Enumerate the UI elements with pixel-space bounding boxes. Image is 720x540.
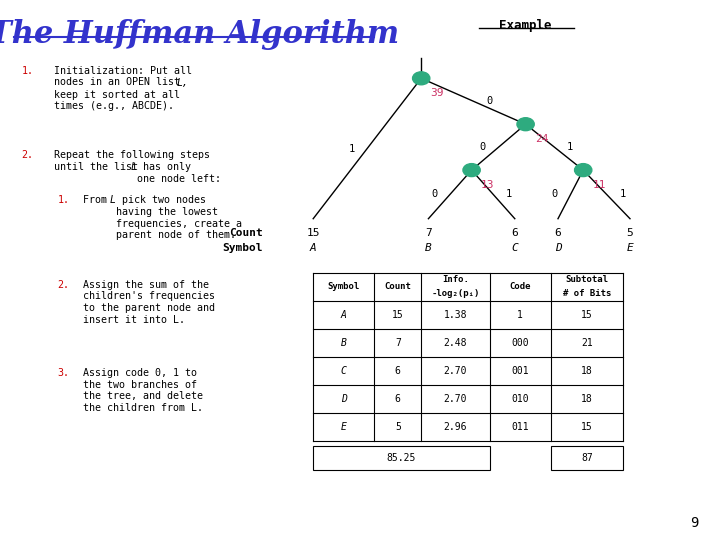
Text: Example: Example — [500, 19, 552, 32]
Text: 13: 13 — [481, 180, 495, 190]
Text: 2.70: 2.70 — [444, 366, 467, 376]
Text: 9: 9 — [690, 516, 698, 530]
Text: C: C — [511, 244, 518, 253]
Text: 1: 1 — [506, 190, 512, 199]
Text: 5: 5 — [395, 422, 401, 432]
Text: 1: 1 — [619, 190, 626, 199]
Text: 1.: 1. — [58, 195, 70, 206]
Text: 0: 0 — [480, 142, 486, 152]
Text: 6: 6 — [395, 366, 401, 376]
Text: From: From — [83, 195, 113, 206]
Text: 1: 1 — [348, 144, 354, 153]
Text: Assign code 0, 1 to
the two branches of
the tree, and delete
the children from L: Assign code 0, 1 to the two branches of … — [83, 368, 203, 413]
Text: 011: 011 — [511, 422, 529, 432]
Circle shape — [413, 72, 430, 85]
Text: D: D — [341, 394, 347, 404]
Text: 85.25: 85.25 — [387, 453, 416, 463]
Text: 11: 11 — [593, 180, 606, 190]
Text: 15: 15 — [307, 228, 320, 238]
Text: 15: 15 — [392, 310, 404, 320]
Text: E: E — [341, 422, 347, 432]
Text: L: L — [130, 162, 136, 172]
Text: 3.: 3. — [58, 368, 70, 379]
Text: L: L — [109, 195, 115, 206]
Text: keep it sorted at all
times (e.g., ABCDE).: keep it sorted at all times (e.g., ABCDE… — [54, 90, 180, 111]
Text: 2.96: 2.96 — [444, 422, 467, 432]
Text: 39: 39 — [431, 88, 444, 98]
Text: E: E — [626, 244, 634, 253]
Text: 24: 24 — [535, 134, 549, 144]
Text: Info.: Info. — [442, 275, 469, 284]
Text: 1: 1 — [517, 310, 523, 320]
Circle shape — [463, 164, 480, 177]
Text: B: B — [425, 244, 432, 253]
Text: 2.: 2. — [22, 150, 34, 160]
Text: Repeat the following steps
until the list: Repeat the following steps until the lis… — [54, 150, 210, 172]
Text: -log₂(pᵢ): -log₂(pᵢ) — [431, 289, 480, 298]
Text: 001: 001 — [511, 366, 529, 376]
Text: A: A — [310, 244, 317, 253]
Text: 18: 18 — [581, 366, 593, 376]
Text: 5: 5 — [626, 228, 634, 238]
Text: has only
one node left:: has only one node left: — [137, 162, 221, 184]
Text: Symbol: Symbol — [222, 244, 263, 253]
Text: 6: 6 — [554, 228, 562, 238]
Text: 000: 000 — [511, 338, 529, 348]
Text: A: A — [341, 310, 347, 320]
Text: Initialization: Put all
nodes in an OPEN list: Initialization: Put all nodes in an OPEN… — [54, 66, 192, 87]
Text: Assign the sum of the
children's frequencies
to the parent node and
insert it in: Assign the sum of the children's frequen… — [83, 280, 215, 325]
Text: The Huffman Algorithm: The Huffman Algorithm — [0, 19, 400, 50]
Text: 010: 010 — [511, 394, 529, 404]
Text: 2.70: 2.70 — [444, 394, 467, 404]
Text: 0: 0 — [552, 190, 558, 199]
Text: 87: 87 — [581, 453, 593, 463]
Text: 6: 6 — [511, 228, 518, 238]
Text: Code: Code — [510, 282, 531, 291]
Text: Count: Count — [229, 228, 263, 238]
Text: Count: Count — [384, 282, 411, 291]
Text: # of Bits: # of Bits — [562, 289, 611, 298]
Text: 1.38: 1.38 — [444, 310, 467, 320]
Text: 15: 15 — [581, 422, 593, 432]
Text: 15: 15 — [581, 310, 593, 320]
Text: L,: L, — [176, 78, 189, 88]
Text: 6: 6 — [395, 394, 401, 404]
Text: 1.: 1. — [22, 66, 34, 76]
Text: C: C — [341, 366, 347, 376]
Bar — [551, 446, 623, 470]
Text: 7: 7 — [425, 228, 432, 238]
Circle shape — [575, 164, 592, 177]
Text: pick two nodes
having the lowest
frequencies, create a
parent node of them.: pick two nodes having the lowest frequen… — [116, 195, 242, 240]
Text: D: D — [554, 244, 562, 253]
Bar — [313, 446, 490, 470]
Text: Symbol: Symbol — [328, 282, 360, 291]
Text: 0: 0 — [486, 96, 492, 106]
Text: B: B — [341, 338, 347, 348]
Text: 1: 1 — [567, 142, 573, 152]
Text: 2.48: 2.48 — [444, 338, 467, 348]
Text: Subtotal: Subtotal — [565, 275, 608, 284]
Text: 18: 18 — [581, 394, 593, 404]
Text: 0: 0 — [431, 190, 437, 199]
Text: 21: 21 — [581, 338, 593, 348]
Circle shape — [517, 118, 534, 131]
Text: 2.: 2. — [58, 280, 70, 290]
Text: 7: 7 — [395, 338, 401, 348]
